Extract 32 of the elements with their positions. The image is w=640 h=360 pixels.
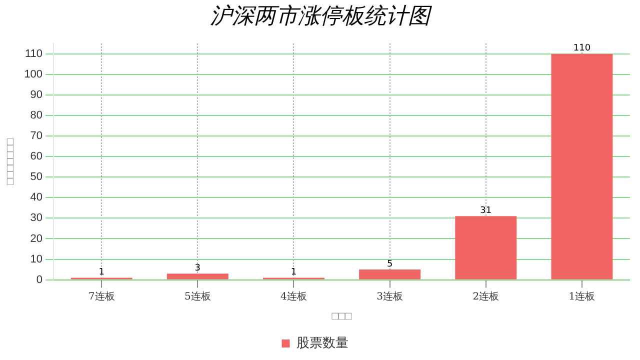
- y-tick-label: 10: [30, 253, 43, 266]
- data-label: 1: [98, 268, 104, 278]
- x-tick-label: 1连板: [568, 290, 596, 302]
- x-tick-label: 3连板: [376, 290, 403, 302]
- data-label: 110: [573, 44, 591, 54]
- y-tick-label: 0: [36, 274, 43, 286]
- data-label: 1: [290, 268, 297, 278]
- y-tick-label: 70: [30, 130, 43, 142]
- legend-label: 股票数量: [296, 335, 348, 350]
- chart-title: 沪深两市涨停板统计图: [209, 3, 433, 31]
- y-tick-label: 90: [30, 88, 43, 101]
- data-label: 5: [386, 259, 393, 270]
- x-tick-label: 2连板: [472, 290, 500, 302]
- bar: [551, 54, 613, 280]
- bar: [455, 216, 517, 280]
- x-tick-label: 7连板: [88, 290, 115, 302]
- y-tick-label: 50: [30, 171, 43, 184]
- x-tick-label: 4连板: [280, 290, 307, 302]
- y-tick-label: 20: [30, 232, 43, 245]
- x-axis-title: □□□: [332, 310, 352, 322]
- y-axis-title: □□□□□□□: [4, 138, 17, 185]
- data-label: 3: [194, 263, 201, 274]
- y-tick-label: 40: [30, 192, 43, 204]
- data-label: 31: [480, 206, 492, 216]
- y-tick-label: 100: [24, 68, 43, 80]
- y-tick-label: 80: [30, 110, 43, 122]
- y-tick-label: 30: [30, 212, 43, 224]
- y-tick-label: 110: [25, 48, 43, 60]
- y-tick-label: 60: [30, 150, 43, 163]
- bar: [359, 270, 421, 280]
- bar: [166, 274, 228, 280]
- x-tick-label: 5连板: [184, 290, 211, 302]
